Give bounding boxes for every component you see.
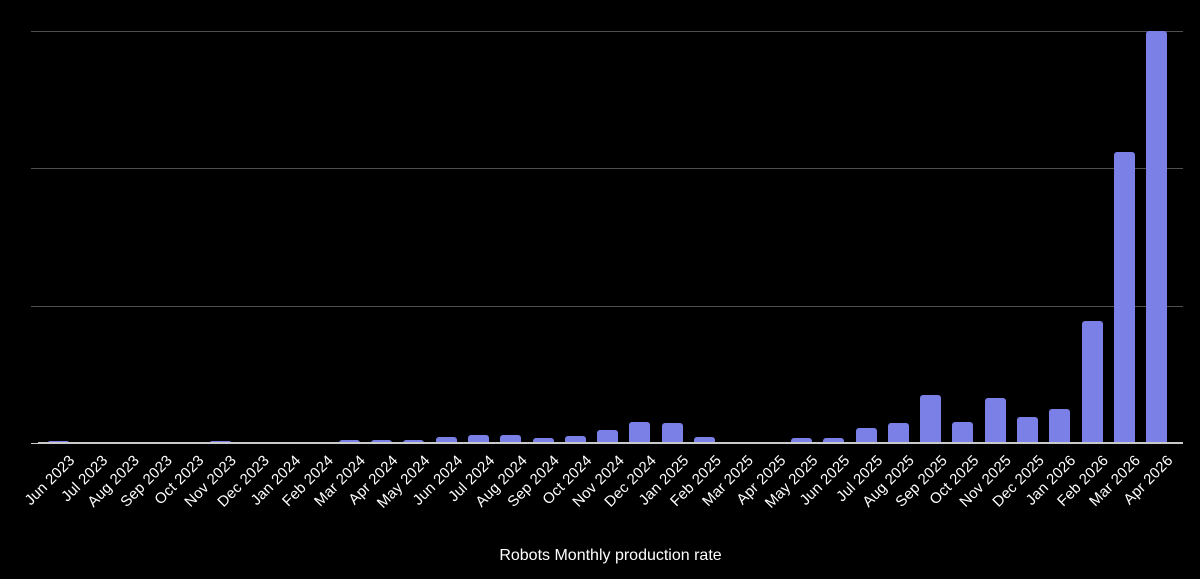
bar-apr-2026[interactable]: [1146, 31, 1168, 443]
gridline: [38, 168, 1183, 170]
x-axis-line: [38, 442, 1183, 444]
plot-area: [38, 31, 1183, 443]
bar-dec-2024[interactable]: [629, 422, 651, 443]
bar-mar-2026[interactable]: [1113, 151, 1135, 443]
bar-feb-2025[interactable]: [694, 436, 715, 443]
bar-aug-2024[interactable]: [500, 435, 522, 443]
bar-may-2025[interactable]: [790, 438, 812, 443]
bar-nov-2023[interactable]: [209, 440, 231, 443]
bar-jan-2026[interactable]: [1049, 408, 1071, 443]
bar-jul-2025[interactable]: [855, 428, 877, 443]
bar-sep-2024[interactable]: [532, 437, 554, 443]
bar-may-2024[interactable]: [403, 439, 425, 443]
gridline: [38, 31, 1183, 32]
bar-jun-2025[interactable]: [823, 437, 845, 443]
y-axis-tick: [31, 168, 38, 170]
bar-jan-2025[interactable]: [661, 422, 683, 443]
y-axis-tick: [31, 305, 38, 307]
bar-jul-2024[interactable]: [467, 435, 489, 443]
bar-feb-2026[interactable]: [1081, 320, 1103, 443]
chart-title: Robots Monthly production rate: [499, 547, 722, 564]
bar-nov-2024[interactable]: [597, 429, 619, 443]
y-axis-tick: [31, 31, 38, 32]
bar-dec-2025[interactable]: [1017, 417, 1038, 443]
bar-oct-2024[interactable]: [564, 436, 586, 443]
bar-jun-2023[interactable]: [48, 440, 69, 443]
bar-apr-2024[interactable]: [371, 439, 392, 443]
bar-aug-2025[interactable]: [887, 422, 909, 443]
bar-nov-2025[interactable]: [984, 397, 1006, 443]
bar-oct-2025[interactable]: [952, 422, 974, 443]
bar-sep-2025[interactable]: [920, 394, 942, 443]
bar-jun-2024[interactable]: [435, 436, 457, 443]
bar-mar-2024[interactable]: [338, 439, 360, 443]
y-axis-tick: [31, 443, 38, 444]
gridline: [38, 305, 1183, 307]
